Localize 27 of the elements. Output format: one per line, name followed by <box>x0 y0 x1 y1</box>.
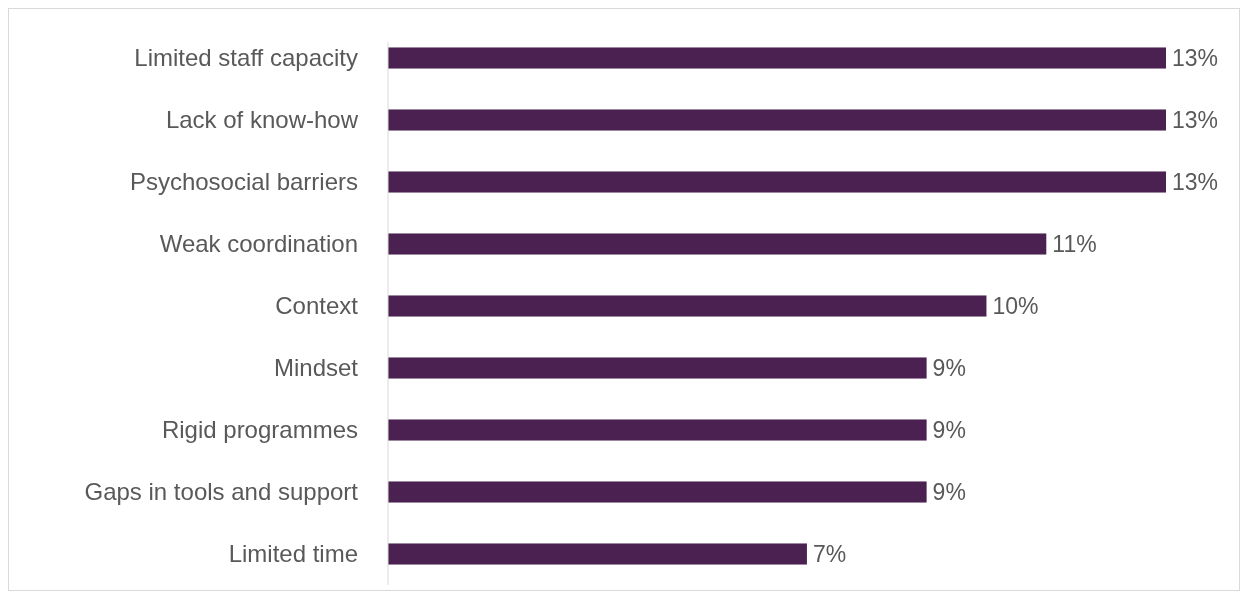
y-tick-label: Weak coordination <box>159 230 358 258</box>
data-label: 9% <box>932 417 966 444</box>
data-label: 9% <box>932 355 966 382</box>
y-tick-label: Mindset <box>273 354 359 382</box>
data-label: 10% <box>992 293 1039 320</box>
data-label: 7% <box>812 541 847 568</box>
bar <box>388 481 927 503</box>
bar <box>388 419 927 441</box>
bar <box>388 357 927 379</box>
y-tick-label: Rigid programmes <box>161 416 358 444</box>
data-label: 13% <box>1172 169 1219 196</box>
y-tick-label: Limited time <box>228 540 358 568</box>
data-label: 9% <box>932 479 966 506</box>
y-tick-label: Psychosocial barriers <box>129 168 358 196</box>
y-tick-label: Context <box>275 292 359 320</box>
bar <box>388 171 1166 193</box>
y-tick-label: Lack of know-how <box>165 106 359 134</box>
bar <box>388 233 1047 255</box>
y-tick-label: Limited staff capacity <box>134 44 358 72</box>
data-label: 13% <box>1172 45 1219 72</box>
data-label: 11% <box>1052 231 1097 258</box>
data-label: 13% <box>1172 107 1219 134</box>
y-tick-label: Gaps in tools and support <box>84 478 359 506</box>
bar <box>388 109 1166 131</box>
bar <box>388 295 987 317</box>
bar <box>388 543 807 565</box>
bar <box>388 47 1166 69</box>
